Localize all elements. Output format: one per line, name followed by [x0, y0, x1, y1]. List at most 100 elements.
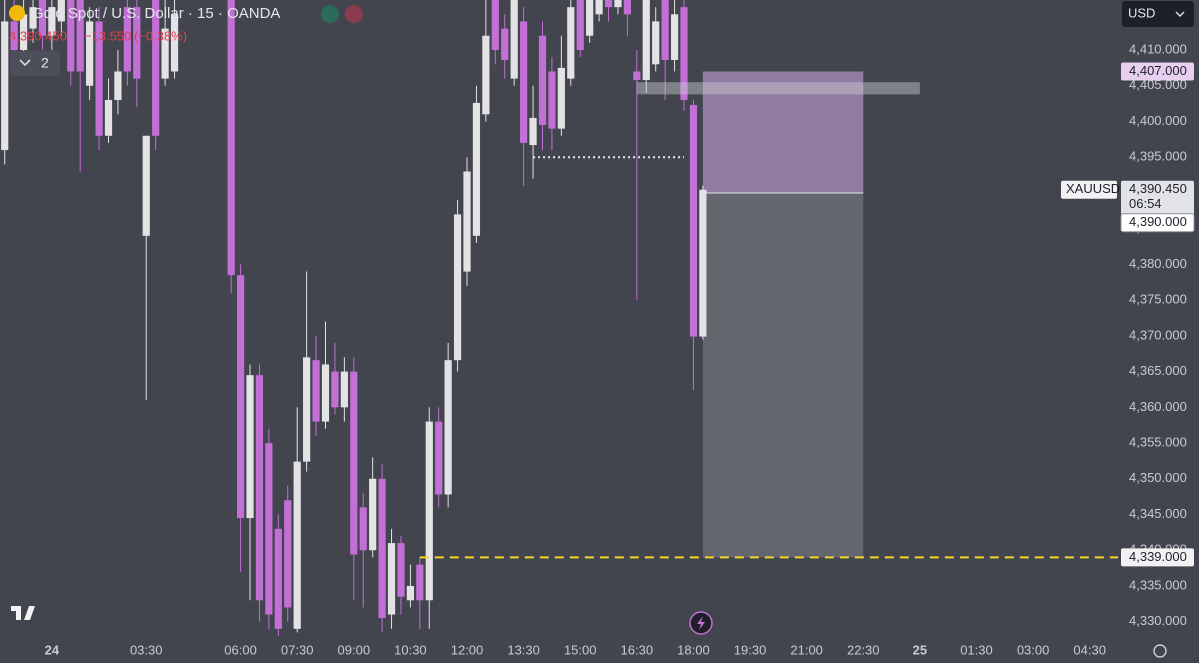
candle-body [444, 360, 452, 495]
last-price-label: 4,390.450 [1129, 181, 1187, 196]
candle-body [340, 371, 348, 408]
currency-button[interactable] [1122, 1, 1194, 27]
candle-body [614, 0, 622, 8]
candle-body [38, 0, 47, 36]
candle-body [48, 7, 56, 36]
price-tag [1121, 62, 1194, 81]
settings-icon[interactable] [1153, 644, 1167, 658]
candle-body [378, 478, 386, 619]
candle-body [350, 371, 358, 555]
y-tick-label: 4,375.000 [1129, 292, 1187, 307]
candle-body [567, 7, 575, 79]
x-tick-label: 21:00 [790, 642, 823, 657]
candle-body [57, 0, 65, 22]
candle-body [29, 7, 37, 29]
candle-body [642, 0, 650, 81]
candle-body [623, 0, 632, 15]
candle-body [95, 21, 103, 136]
candle-body [604, 0, 613, 8]
candle-body [661, 0, 669, 61]
indicator-count: 2 [41, 55, 49, 71]
candle-body [595, 0, 603, 15]
candle-body [633, 71, 641, 81]
axes: 4,330.0004,335.0004,340.0004,345.0004,35… [45, 41, 1195, 657]
candle-body [387, 543, 396, 615]
candle-body [331, 371, 339, 408]
x-tick-label: 06:00 [224, 642, 257, 657]
x-tick-label: 16:30 [621, 642, 654, 657]
candle-body [274, 528, 282, 629]
symbol-tag: XAUUSD [1066, 181, 1120, 196]
x-tick-label: 09:00 [338, 642, 371, 657]
x-tick-label: 07:30 [281, 642, 314, 657]
candle-body [510, 0, 518, 79]
last-price-tag [1121, 180, 1194, 223]
candle-body [453, 214, 462, 361]
x-tick-label: 24 [45, 642, 60, 657]
candle-body [576, 0, 584, 51]
x-tick-label: 25 [913, 642, 927, 657]
candle-body [104, 100, 113, 136]
countdown: 06:54 [1129, 196, 1162, 211]
candle-body [76, 0, 84, 72]
y-tick-label: 4,335.000 [1129, 577, 1187, 592]
x-tick-label: 03:00 [1017, 642, 1050, 657]
candle-body [161, 28, 169, 79]
y-tick-label: 4,355.000 [1129, 434, 1187, 449]
indicator-toggle[interactable] [10, 51, 60, 76]
entry-price-tag [1120, 213, 1195, 233]
candle-body [397, 543, 405, 597]
y-tick-label: 4,410.000 [1129, 41, 1187, 56]
candle-body [482, 35, 490, 115]
position-reward [702, 192, 864, 558]
x-tick-label: 12:00 [451, 642, 484, 657]
candle-body [472, 102, 481, 236]
candle-body [246, 375, 254, 519]
candle-body [359, 507, 367, 551]
chart-title: Gold Spot / U.S. Dollar · 15 · OANDA [32, 5, 280, 22]
change: −13.550 [84, 28, 131, 43]
candle-body [529, 117, 537, 146]
candle-body [170, 14, 179, 72]
y-tick-label: 4,345.000 [1129, 506, 1187, 521]
logo [11, 606, 35, 620]
x-tick-label: 22:30 [847, 642, 880, 657]
candle-body [670, 14, 679, 61]
candle-body [406, 585, 415, 601]
x-tick-label: 19:30 [734, 642, 767, 657]
plot-area [1, 0, 1118, 636]
sell-indicator[interactable] [345, 5, 363, 23]
candle-body [501, 28, 509, 61]
candle-body [538, 35, 547, 126]
candle-body [123, 7, 131, 72]
candle-body [491, 0, 499, 51]
candle-body [1, 21, 9, 151]
candle-body [689, 105, 698, 337]
buy-indicator[interactable] [321, 5, 339, 23]
x-tick-label: 13:30 [507, 642, 540, 657]
candle-body [255, 375, 264, 601]
y-tick-label: 4,360.000 [1129, 399, 1187, 414]
candle-body [548, 71, 556, 129]
y-tick-label: 4,380.000 [1129, 256, 1187, 271]
x-tick-label: 18:00 [677, 642, 710, 657]
x-tick-label: 10:30 [394, 642, 427, 657]
x-tick-label: 15:00 [564, 642, 597, 657]
candle-body [152, 0, 160, 136]
price-tag [1121, 548, 1194, 567]
x-tick-label: 04:30 [1073, 642, 1106, 657]
y-tick-label: 4,405.000 [1129, 77, 1187, 92]
y-tick-label: 4,350.000 [1129, 470, 1187, 485]
candle-body [284, 500, 292, 608]
lightning [697, 616, 705, 630]
currency-chevron [1175, 11, 1185, 17]
candle-body [10, 21, 18, 51]
candle-body [435, 421, 443, 495]
y-tick-label: 4,395.000 [1129, 149, 1187, 164]
candle-body [680, 7, 688, 101]
candle-body [557, 67, 565, 129]
position-risk [702, 71, 864, 193]
candle-body [227, 0, 235, 276]
